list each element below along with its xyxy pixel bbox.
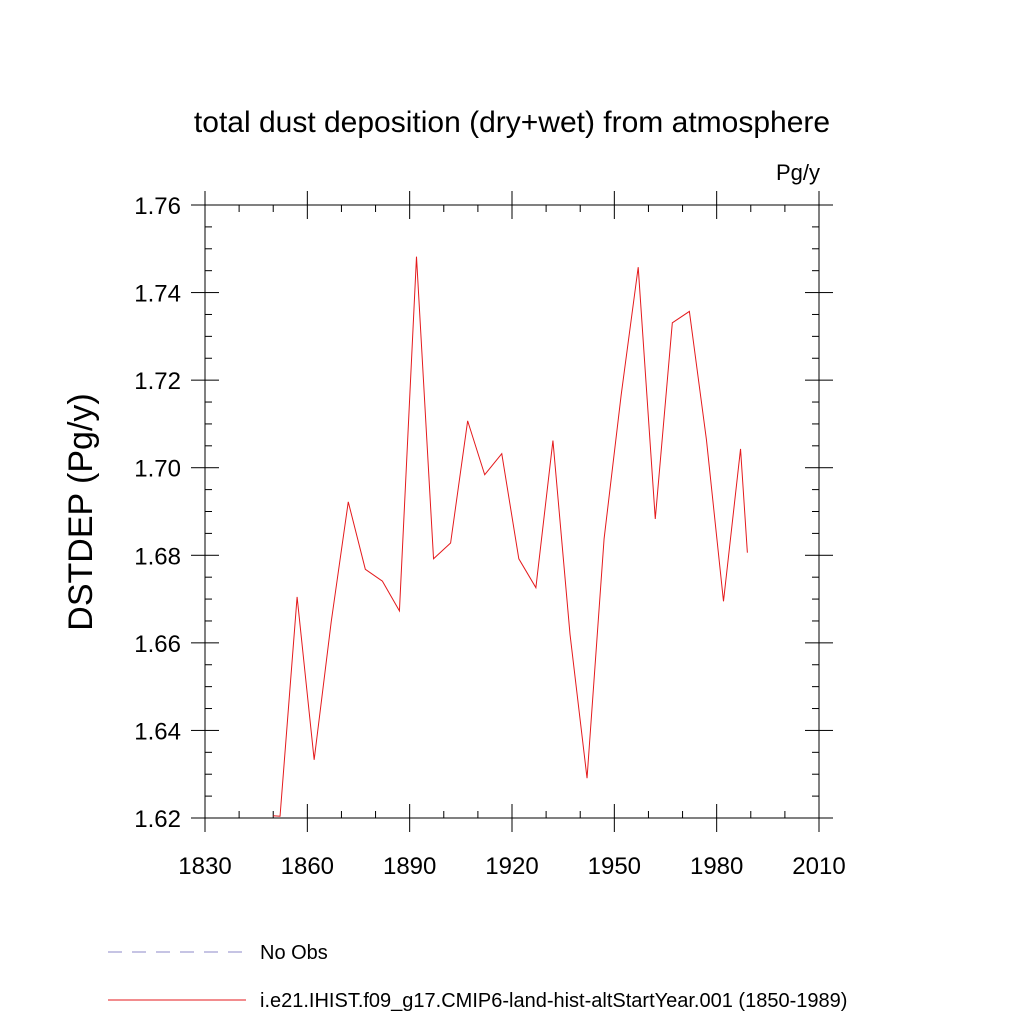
- x-tick-label: 1830: [178, 853, 231, 880]
- units-label: Pg/y: [776, 160, 820, 185]
- y-axis-label: DSTDEP (Pg/y): [62, 393, 100, 630]
- legend-label-0: No Obs: [260, 942, 328, 964]
- plot-frame: [204, 204, 820, 819]
- x-axis-ticks: 1830 1860 1890 1920 1950 1980 2010: [178, 191, 846, 880]
- chart-title: total dust deposition (dry+wet) from atm…: [194, 106, 830, 139]
- y-tick-label: 1.62: [134, 806, 181, 833]
- x-tick-label: 1860: [281, 853, 334, 880]
- legend-label-1: i.e21.IHIST.f09_g17.CMIP6-land-hist-altS…: [260, 990, 847, 1012]
- x-tick-label: 1920: [485, 853, 538, 880]
- y-tick-label: 1.64: [134, 718, 181, 745]
- y-tick-label: 1.70: [134, 456, 181, 483]
- x-tick-label: 2010: [792, 853, 845, 880]
- legend: No Obs i.e21.IHIST.f09_g17.CMIP6-land-his…: [108, 942, 847, 1012]
- y-tick-label: 1.72: [134, 368, 181, 395]
- y-tick-label: 1.68: [134, 543, 181, 570]
- y-tick-label: 1.66: [134, 631, 181, 658]
- y-axis-ticks: 1.62 1.64 1.66 1.68 1.70 1.72 1.74 1.76: [134, 193, 833, 833]
- y-tick-label: 1.74: [134, 281, 181, 308]
- x-tick-label: 1980: [690, 853, 743, 880]
- x-tick-label: 1890: [383, 853, 436, 880]
- x-tick-label: 1950: [588, 853, 641, 880]
- series-line-1: [273, 256, 748, 817]
- y-tick-label: 1.76: [134, 193, 181, 220]
- series-layer: [273, 256, 748, 817]
